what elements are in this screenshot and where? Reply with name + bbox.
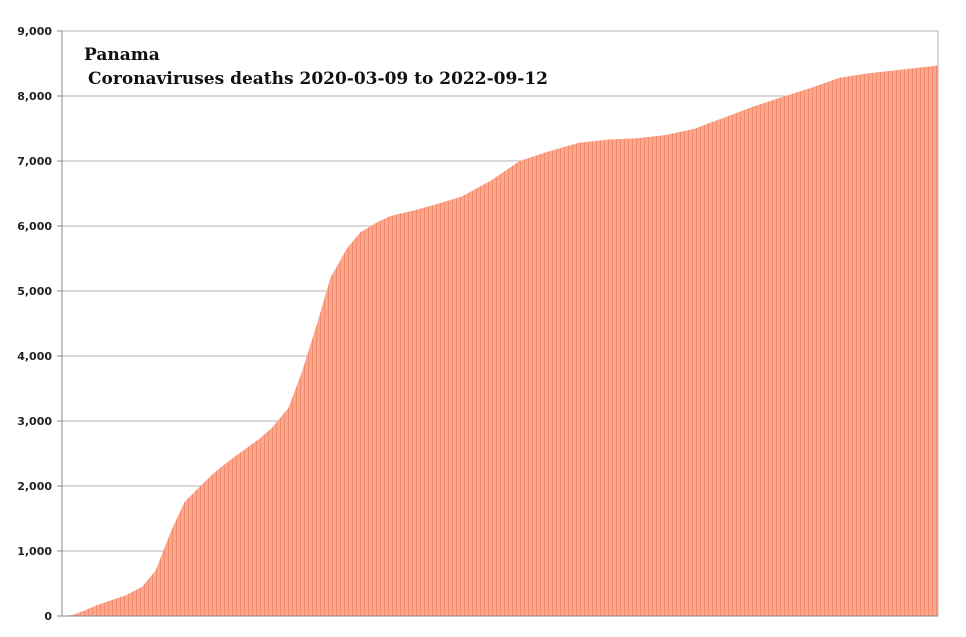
y-tick-label: 5,000 xyxy=(17,285,52,298)
y-tick-label: 0 xyxy=(44,610,52,623)
chart-title: Panama xyxy=(84,45,160,65)
y-tick-label: 7,000 xyxy=(17,155,52,168)
y-tick-label: 9,000 xyxy=(17,25,52,38)
deaths-area xyxy=(62,65,938,616)
y-tick-label: 3,000 xyxy=(17,415,52,428)
axes xyxy=(61,30,939,617)
area-series xyxy=(62,65,938,616)
y-tick-label: 4,000 xyxy=(17,350,52,363)
y-tick-labels: 0 1,000 2,000 3,000 4,000 5,000 6,000 7,000 8,00… xyxy=(17,25,52,623)
chart-subtitle: Coronaviruses deaths 2020-03-09 to 2022-… xyxy=(88,69,548,89)
y-tick-label: 2,000 xyxy=(17,480,52,493)
y-tick-label: 1,000 xyxy=(17,545,52,558)
y-tick-label: 8,000 xyxy=(17,90,52,103)
y-tick-label: 6,000 xyxy=(17,220,52,233)
